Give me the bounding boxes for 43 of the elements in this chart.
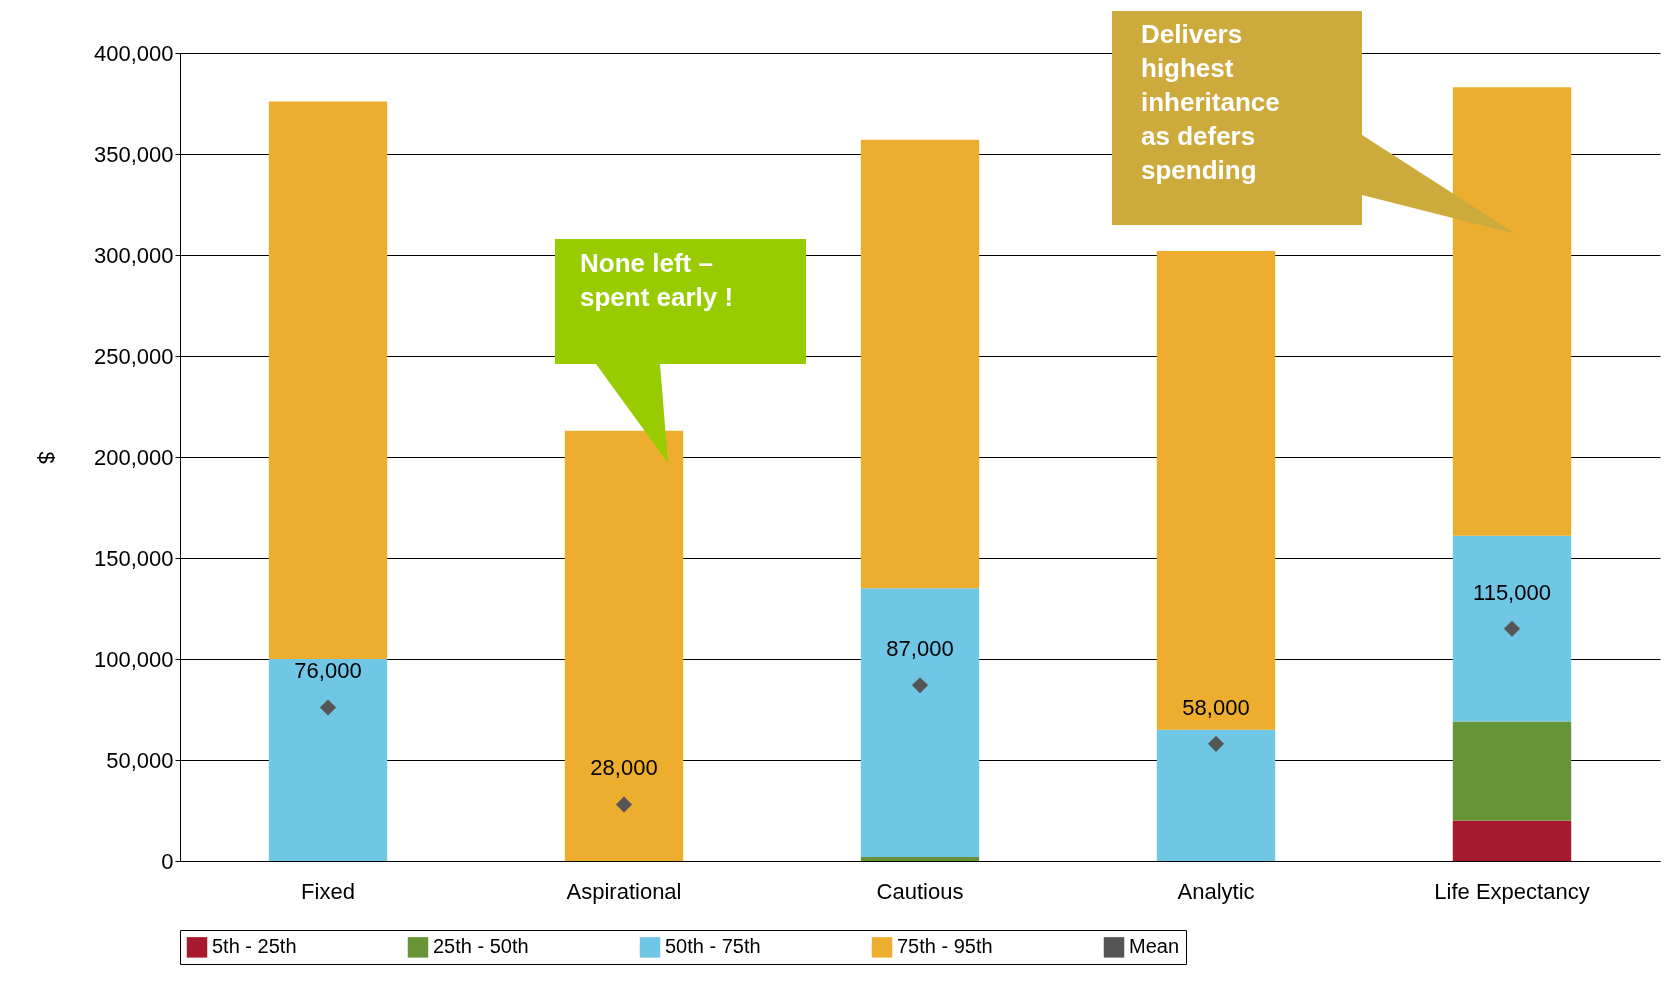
legend-label: 5th - 25th (212, 935, 297, 958)
legend-label: 75th - 95th (897, 935, 993, 958)
bar (1452, 721, 1572, 821)
bar (1452, 87, 1572, 536)
bar (860, 856, 980, 861)
point (911, 677, 929, 694)
y-tick-label: 300,000 (93, 242, 174, 268)
legend-label: 50th - 75th (665, 935, 761, 958)
y-tick-label: 0 (161, 848, 174, 874)
annotation: Delivers highest inheritance as defers spending (1141, 19, 1280, 185)
bar (1452, 820, 1572, 861)
data-label: 115,000 (1473, 579, 1551, 605)
data-label: 58,000 (1182, 694, 1250, 720)
x-tick-label: Aspirational (566, 878, 682, 904)
y-tick-label: 400,000 (93, 40, 174, 66)
y-tick-label: 100,000 (93, 646, 174, 672)
data-label: 28,000 (590, 755, 658, 781)
y-tick-label: 200,000 (93, 444, 174, 470)
legend-label: Mean (1129, 935, 1180, 958)
point (319, 699, 337, 716)
data-label: 76,000 (294, 658, 362, 684)
point (1207, 735, 1225, 752)
legend-label: 25th - 50th (433, 935, 529, 958)
y-tick-label: 350,000 (93, 141, 174, 167)
y-tick-label: 250,000 (93, 343, 174, 369)
x-tick-label: Life Expectancy (1434, 878, 1590, 904)
data-label: 87,000 (886, 636, 954, 662)
y-axis-title: $ (33, 451, 59, 464)
y-tick-label: 50,000 (106, 747, 174, 773)
bar (860, 139, 980, 589)
y-tick-label: 150,000 (93, 545, 174, 571)
x-tick-label: Cautious (876, 878, 964, 904)
point (1503, 620, 1521, 637)
bar (1156, 729, 1276, 861)
x-tick-label: Analytic (1177, 878, 1255, 904)
x-tick-label: Fixed (301, 878, 355, 904)
bar (1156, 250, 1276, 730)
annotation: None left – spent early ! (580, 248, 734, 312)
point (615, 796, 633, 813)
bar (1452, 535, 1572, 722)
bar (860, 588, 980, 857)
bar (268, 659, 388, 861)
bar (268, 101, 388, 659)
